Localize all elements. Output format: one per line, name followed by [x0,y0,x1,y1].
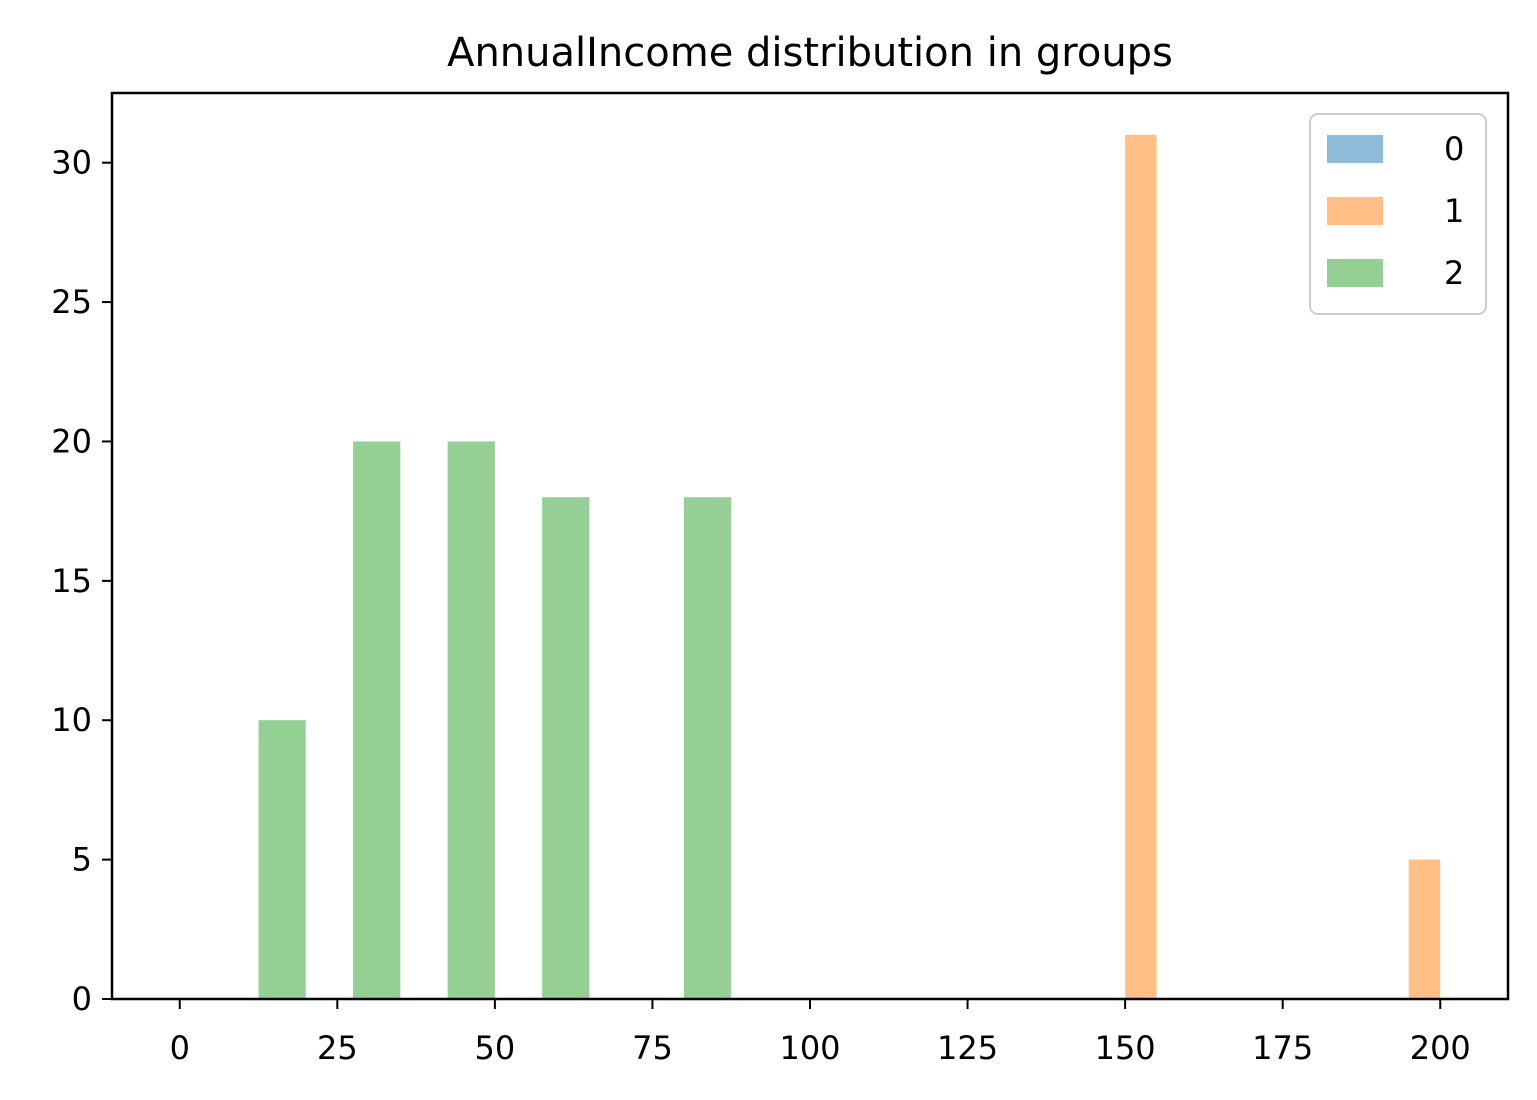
x-tick-label: 175 [1252,1029,1313,1067]
y-tick-label: 20 [51,422,92,460]
bar-series-2-3 [542,497,590,999]
x-tick-label: 200 [1410,1029,1471,1067]
legend: 0 1 2 [1309,113,1487,315]
legend-swatch-1 [1327,197,1383,225]
y-axis: 0 5 10 15 20 25 30 [51,144,112,1018]
y-tick-label: 0 [72,980,92,1018]
legend-swatch-2 [1327,259,1383,287]
bar-series-2-2 [447,441,495,999]
x-tick-label: 75 [632,1029,673,1067]
bar-series-2-0 [258,720,306,999]
x-tick-label: 25 [317,1029,358,1067]
y-tick-label: 30 [51,144,92,182]
legend-label-2: 2 [1444,254,1464,292]
x-tick-label: 50 [475,1029,516,1067]
legend-label-0: 0 [1444,130,1464,168]
legend-swatch-0 [1327,135,1383,163]
chart-title: AnnualIncome distribution in groups [447,30,1173,76]
y-tick-label: 15 [51,562,92,600]
bar-series-2-4 [683,497,732,999]
x-tick-label: 150 [1095,1029,1156,1067]
y-tick-label: 10 [51,701,92,739]
y-tick-label: 5 [72,841,92,879]
bar-series-1-1 [1408,859,1441,999]
legend-label-1: 1 [1444,192,1464,230]
y-tick-label: 25 [51,283,92,321]
x-axis: 0 25 50 75 100 125 150 175 200 [170,999,1471,1067]
x-tick-label: 0 [170,1029,190,1067]
plot-area-frame [110,91,1510,1001]
bar-series-1-0 [1125,134,1157,1000]
x-tick-label: 100 [779,1029,840,1067]
bars-layer [258,134,1441,1000]
x-tick-label: 125 [937,1029,998,1067]
bar-series-2-1 [353,441,401,999]
